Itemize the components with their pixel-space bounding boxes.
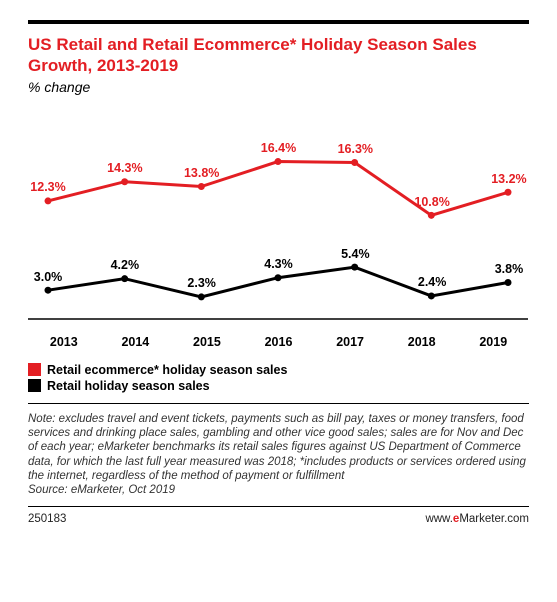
chart-title: US Retail and Retail Ecommerce* Holiday …	[28, 34, 529, 77]
x-axis-label: 2019	[457, 335, 529, 349]
chart-footer: 250183 www.eMarketer.com	[28, 513, 529, 525]
series-marker	[45, 286, 52, 293]
legend-label: Retail ecommerce* holiday season sales	[47, 363, 287, 377]
chart-note: Note: excludes travel and event tickets,…	[28, 412, 529, 498]
data-label: 10.8%	[414, 195, 449, 209]
divider	[28, 403, 529, 404]
series-marker	[121, 275, 128, 282]
series-marker	[198, 183, 205, 190]
chart-legend: Retail ecommerce* holiday season sales Re…	[28, 363, 529, 393]
series-marker	[198, 293, 205, 300]
series-marker	[351, 159, 358, 166]
series-marker	[275, 274, 282, 281]
series-marker	[351, 263, 358, 270]
brand-url: www.eMarketer.com	[425, 513, 529, 525]
x-axis-label: 2014	[100, 335, 172, 349]
data-label: 2.4%	[418, 275, 447, 289]
data-label: 12.3%	[30, 180, 65, 194]
x-axis-label: 2017	[314, 335, 386, 349]
series-marker	[505, 279, 512, 286]
chart-subtitle: % change	[28, 79, 529, 95]
data-label: 16.4%	[261, 141, 296, 155]
x-axis-labels: 2013201420152016201720182019	[28, 335, 529, 349]
series-marker	[45, 197, 52, 204]
data-label: 4.3%	[264, 257, 293, 271]
source-line: Source: eMarketer, Oct 2019	[28, 484, 175, 496]
data-label: 3.8%	[495, 262, 524, 276]
x-axis-label: 2016	[243, 335, 315, 349]
legend-swatch	[28, 363, 41, 376]
data-label: 14.3%	[107, 161, 142, 175]
legend-item: Retail holiday season sales	[28, 379, 529, 393]
report-id: 250183	[28, 513, 66, 525]
series-marker	[275, 158, 282, 165]
data-label: 16.3%	[338, 142, 373, 156]
series-marker	[505, 188, 512, 195]
line-chart: 12.3% 14.3% 13.8% 16.4% 16.3% 10.8% 13.2% 3.0% 4…	[28, 109, 529, 329]
data-label: 2.3%	[187, 276, 216, 290]
series-marker	[428, 211, 435, 218]
data-label: 5.4%	[341, 247, 370, 261]
x-axis-label: 2018	[386, 335, 458, 349]
data-label: 3.0%	[34, 270, 63, 284]
legend-swatch	[28, 379, 41, 392]
data-label: 13.8%	[184, 166, 219, 180]
divider-2	[28, 506, 529, 507]
x-axis-label: 2015	[171, 335, 243, 349]
data-label: 4.2%	[111, 258, 140, 272]
note-body: Note: excludes travel and event tickets,…	[28, 413, 526, 483]
x-axis-label: 2013	[28, 335, 100, 349]
series-marker	[121, 178, 128, 185]
legend-label: Retail holiday season sales	[47, 379, 210, 393]
series-marker	[428, 292, 435, 299]
top-rule	[28, 20, 529, 24]
legend-item: Retail ecommerce* holiday season sales	[28, 363, 529, 377]
data-label: 13.2%	[491, 172, 526, 186]
